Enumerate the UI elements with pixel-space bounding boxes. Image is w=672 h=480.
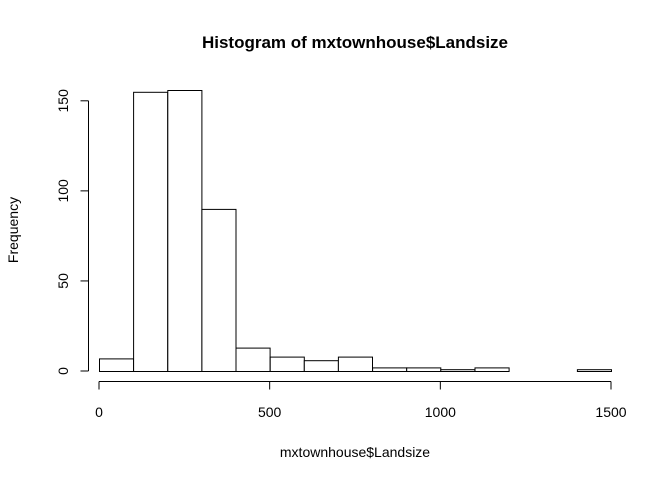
bars-group bbox=[99, 90, 613, 373]
histogram-bar bbox=[133, 91, 169, 373]
histogram-bar bbox=[269, 356, 305, 373]
histogram-bar bbox=[167, 90, 203, 372]
histogram-bar bbox=[576, 369, 613, 373]
histogram-bar bbox=[303, 360, 339, 373]
histogram-bar bbox=[440, 369, 476, 373]
y-tick-label: 150 bbox=[55, 89, 71, 113]
histogram-bar bbox=[372, 367, 408, 372]
x-tick-label: 500 bbox=[258, 404, 282, 420]
y-axis: 0 50 100 150 bbox=[55, 89, 89, 375]
histogram-bar bbox=[406, 367, 442, 372]
x-tick-label: 0 bbox=[95, 404, 103, 420]
x-tick-label: 1500 bbox=[595, 404, 626, 420]
histogram-bar bbox=[201, 208, 237, 372]
y-axis-label: Frequency bbox=[5, 197, 21, 263]
x-axis: 0 500 1000 1500 bbox=[95, 381, 627, 420]
chart-title: Histogram of mxtownhouse$Landsize bbox=[202, 33, 508, 52]
y-tick-label: 100 bbox=[55, 179, 71, 203]
x-tick-label: 1000 bbox=[425, 404, 456, 420]
histogram-bar bbox=[474, 367, 510, 372]
histogram-bar bbox=[235, 347, 271, 373]
y-tick-label: 50 bbox=[55, 273, 71, 289]
y-tick-label: 0 bbox=[55, 367, 71, 375]
histogram-bar bbox=[99, 358, 135, 372]
x-axis-label: mxtownhouse$Landsize bbox=[280, 444, 430, 460]
histogram-bar bbox=[337, 356, 373, 373]
